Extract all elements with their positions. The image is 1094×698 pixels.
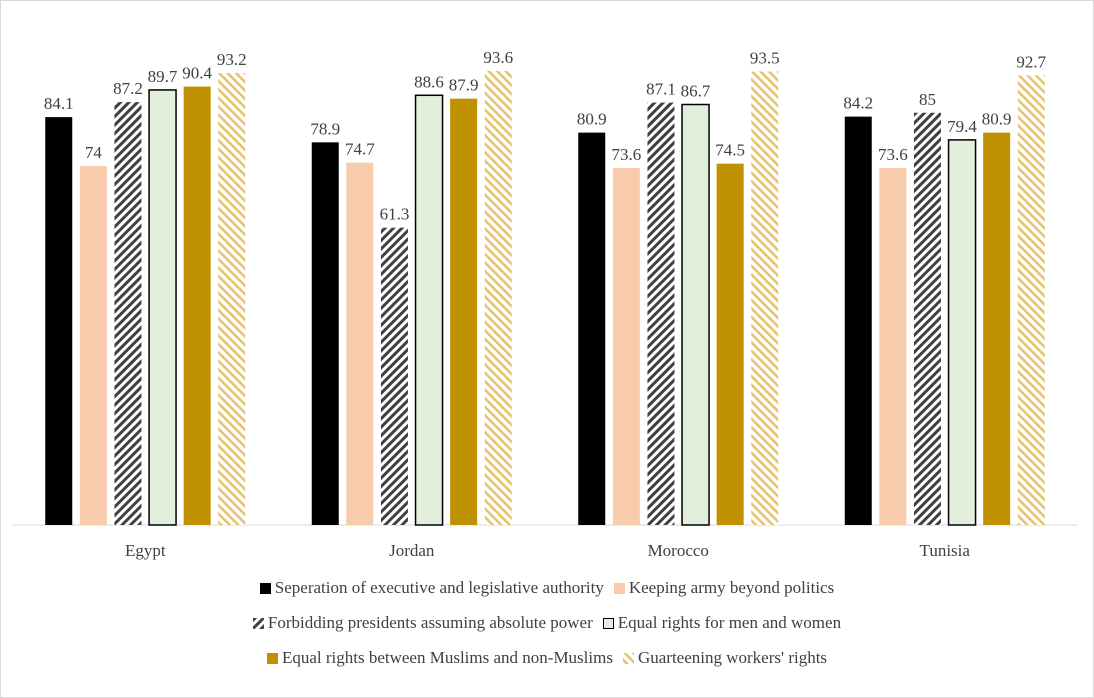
bar-morocco-series-5 xyxy=(716,163,744,526)
bar-jordan-series-5 xyxy=(450,98,478,525)
category-label-egypt: Egypt xyxy=(125,541,166,560)
bar-tunisia-series-2 xyxy=(879,168,907,526)
bar-egypt-series-1 xyxy=(45,117,73,526)
data-label-morocco-series-6: 93.5 xyxy=(750,49,780,68)
bar-morocco-series-2 xyxy=(612,168,640,526)
bar-tunisia-series-6 xyxy=(1017,75,1045,525)
bar-tunisia-series-1 xyxy=(844,116,872,525)
data-label-egypt-series-4: 89.7 xyxy=(148,67,178,86)
bar-egypt-series-3 xyxy=(114,102,142,525)
bar-egypt-series-4 xyxy=(148,89,177,526)
bar-egypt-series-2 xyxy=(79,166,107,525)
bar-morocco-series-6 xyxy=(751,71,779,526)
data-label-jordan-series-2: 74.7 xyxy=(345,140,375,159)
bar-egypt-series-6 xyxy=(218,72,246,525)
data-label-egypt-series-1: 84.1 xyxy=(44,94,74,113)
data-label-tunisia-series-2: 73.6 xyxy=(878,145,908,164)
data-label-morocco-series-4: 86.7 xyxy=(681,82,711,101)
bar-morocco-series-4 xyxy=(681,103,710,526)
data-label-morocco-series-3: 87.1 xyxy=(646,80,676,99)
data-label-jordan-series-1: 78.9 xyxy=(310,119,340,138)
data-label-jordan-series-4: 88.6 xyxy=(414,72,444,91)
bar-jordan-series-1 xyxy=(311,142,339,525)
category-label-jordan: Jordan xyxy=(389,541,435,560)
bar-egypt-series-5 xyxy=(183,86,211,525)
bar-tunisia-series-4 xyxy=(947,139,977,526)
data-label-tunisia-series-4: 79.4 xyxy=(947,117,977,136)
bar-tunisia-series-5 xyxy=(983,132,1011,525)
data-label-tunisia-series-5: 80.9 xyxy=(982,110,1012,129)
data-label-egypt-series-5: 90.4 xyxy=(182,64,212,83)
data-label-morocco-series-5: 74.5 xyxy=(715,141,745,160)
category-label-tunisia: Tunisia xyxy=(920,541,971,560)
bar-jordan-series-6 xyxy=(484,71,512,525)
bar-jordan-series-2 xyxy=(346,162,374,525)
data-label-tunisia-series-1: 84.2 xyxy=(843,94,873,113)
bar-jordan-series-4 xyxy=(414,94,444,526)
bar-jordan-series-3 xyxy=(380,227,408,525)
data-label-morocco-series-1: 80.9 xyxy=(577,110,607,129)
bar-tunisia-series-3 xyxy=(913,112,941,525)
data-label-egypt-series-3: 87.2 xyxy=(113,79,143,98)
data-label-tunisia-series-6: 92.7 xyxy=(1016,52,1046,71)
bar-morocco-series-1 xyxy=(578,132,606,525)
data-label-jordan-series-6: 93.6 xyxy=(483,48,513,67)
data-label-egypt-series-6: 93.2 xyxy=(217,50,247,69)
data-label-jordan-series-3: 61.3 xyxy=(380,205,410,224)
bar-morocco-series-3 xyxy=(647,102,675,525)
data-label-morocco-series-2: 73.6 xyxy=(611,145,641,164)
data-label-egypt-series-2: 74 xyxy=(85,143,103,162)
data-label-jordan-series-5: 87.9 xyxy=(449,76,479,95)
data-label-tunisia-series-3: 85 xyxy=(919,90,936,109)
category-label-morocco: Morocco xyxy=(648,541,709,560)
